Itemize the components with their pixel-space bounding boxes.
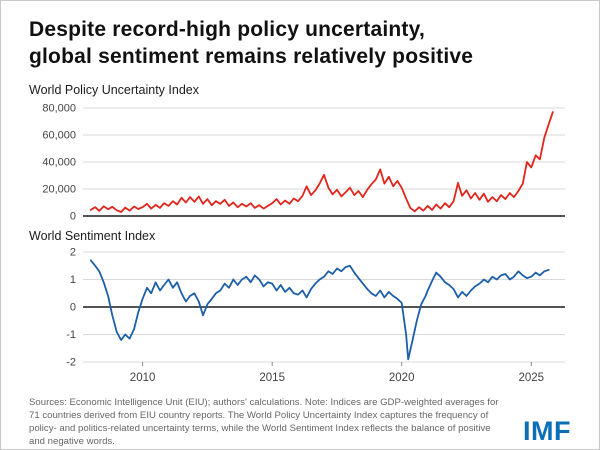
figure-footer: Sources: Economic Intelligence Unit (EIU… bbox=[29, 396, 571, 449]
svg-text:-2: -2 bbox=[66, 356, 76, 368]
svg-text:80,000: 80,000 bbox=[42, 102, 76, 114]
svg-text:0: 0 bbox=[70, 301, 76, 313]
svg-text:40,000: 40,000 bbox=[42, 156, 76, 168]
sentiment-chart: 2 1 0 -1 -2 2010 2015 2020 2025 bbox=[66, 246, 565, 384]
svg-text:0: 0 bbox=[70, 210, 76, 220]
imf-logo: IMF bbox=[523, 415, 571, 446]
source-note: Sources: Economic Intelligence Unit (EIU… bbox=[29, 396, 499, 448]
svg-text:60,000: 60,000 bbox=[42, 129, 76, 141]
svg-text:20,000: 20,000 bbox=[42, 183, 76, 195]
uncertainty-panel: World Policy Uncertainty Index 0 20,000 40… bbox=[29, 83, 571, 220]
title-line-2: global sentiment remains relatively posi… bbox=[29, 44, 474, 68]
svg-text:2: 2 bbox=[70, 246, 76, 258]
svg-text:2010: 2010 bbox=[130, 372, 156, 384]
sentiment-panel: World Sentiment Index 2 1 0 -1 -2 2010 2015 202… bbox=[29, 229, 571, 386]
svg-text:2025: 2025 bbox=[519, 372, 545, 384]
figure-title: Despite record-high policy uncertainty, g… bbox=[29, 17, 571, 71]
svg-text:-1: -1 bbox=[66, 329, 76, 341]
svg-text:2015: 2015 bbox=[259, 372, 285, 384]
uncertainty-panel-title: World Policy Uncertainty Index bbox=[29, 82, 199, 97]
svg-text:1: 1 bbox=[70, 274, 76, 286]
svg-text:2020: 2020 bbox=[389, 372, 415, 384]
sentiment-panel-title: World Sentiment Index bbox=[29, 228, 156, 243]
title-line-1: Despite record-high policy uncertainty, bbox=[29, 18, 425, 41]
uncertainty-chart: 0 20,000 40,000 60,000 80,000 bbox=[42, 102, 565, 220]
